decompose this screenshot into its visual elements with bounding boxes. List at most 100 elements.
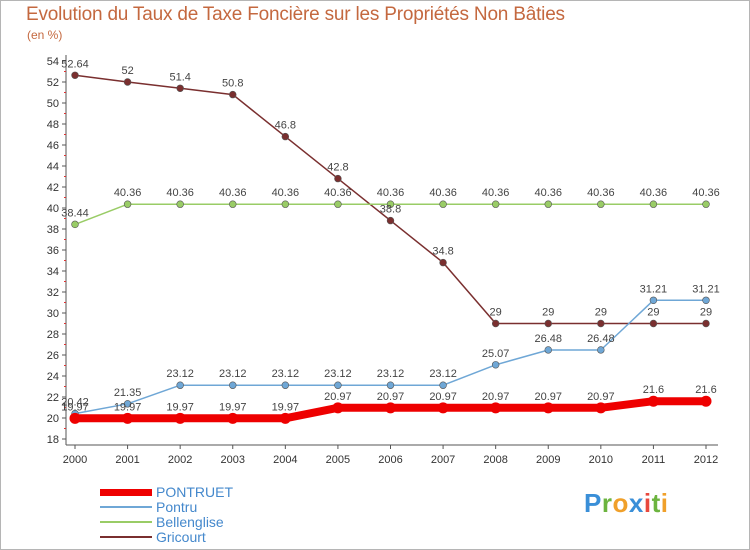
- data-point: [386, 216, 395, 225]
- data-point: [595, 402, 607, 414]
- x-tick-label: 2011: [642, 454, 666, 466]
- y-tick-label: 24: [47, 371, 59, 383]
- logo-letter: o: [612, 488, 629, 518]
- y-tick-label: 50: [47, 98, 59, 110]
- data-label: 40.36: [272, 187, 300, 199]
- y-tick-label: 52: [47, 77, 59, 89]
- legend-label: Pontru: [156, 499, 198, 515]
- data-point: [542, 402, 554, 414]
- data-point: [491, 200, 500, 208]
- legend-swatch: [100, 521, 152, 523]
- data-point: [544, 319, 552, 328]
- data-point: [439, 258, 447, 267]
- data-label: 38.44: [61, 207, 89, 219]
- data-point: [281, 200, 290, 208]
- data-label: 29: [647, 307, 659, 319]
- data-label: 25.07: [482, 348, 510, 360]
- data-point: [332, 402, 344, 414]
- y-tick-label: 40: [47, 203, 59, 215]
- chart-title: Evolution du Taux de Taxe Foncière sur l…: [26, 4, 565, 25]
- logo-letter: x: [628, 488, 644, 518]
- data-point: [437, 402, 449, 414]
- unit-label: (en %): [27, 28, 63, 42]
- y-tick-label: 22: [47, 392, 59, 404]
- data-point: [229, 200, 237, 208]
- y-tick-label: 34: [47, 266, 59, 278]
- data-point: [123, 400, 132, 408]
- data-label: 20.97: [429, 391, 457, 403]
- y-tick-label: 20: [47, 413, 59, 425]
- y-tick-label: 28: [47, 329, 59, 341]
- data-label: 20.42: [61, 397, 89, 409]
- data-label: 40.36: [429, 187, 457, 199]
- data-label: 23.12: [219, 368, 247, 380]
- data-label: 29: [490, 307, 502, 319]
- data-label: 40.36: [534, 187, 562, 199]
- data-label: 38.8: [380, 204, 401, 216]
- legend-swatch: [100, 488, 152, 496]
- x-tick-label: 2000: [63, 454, 87, 466]
- x-tick-label: 2009: [536, 454, 560, 466]
- data-label: 40.36: [482, 187, 510, 199]
- data-point: [439, 381, 447, 389]
- data-point: [649, 319, 658, 328]
- data-point: [69, 412, 81, 424]
- x-tick-label: 2010: [589, 454, 613, 466]
- data-point: [544, 200, 552, 208]
- logo-letter: P: [584, 488, 602, 518]
- data-label: 21.6: [695, 384, 716, 396]
- data-label: 40.36: [587, 187, 615, 199]
- x-tick-label: 2006: [378, 454, 402, 466]
- legend-label: Gricourt: [156, 529, 206, 545]
- data-point: [702, 319, 710, 328]
- y-tick-label: 36: [47, 245, 59, 257]
- data-point: [176, 200, 184, 208]
- data-label: 19.97: [272, 401, 300, 413]
- data-point: [229, 90, 237, 99]
- data-point: [700, 395, 712, 407]
- x-tick-label: 2002: [168, 454, 192, 466]
- data-point: [649, 200, 658, 208]
- data-point: [176, 84, 184, 93]
- data-label: 31.21: [692, 283, 720, 295]
- y-tick-label: 42: [47, 182, 59, 194]
- data-point: [176, 381, 184, 389]
- data-label: 40.36: [377, 187, 405, 199]
- data-point: [123, 78, 132, 86]
- data-point: [597, 200, 605, 208]
- x-tick-label: 2008: [483, 454, 507, 466]
- data-point: [702, 296, 710, 304]
- y-tick-label: 18: [47, 434, 59, 446]
- data-label: 29: [700, 307, 712, 319]
- data-label: 19.97: [114, 401, 142, 413]
- y-tick-label: 48: [47, 119, 59, 131]
- data-label: 40.36: [692, 187, 720, 199]
- x-tick-label: 2001: [115, 454, 139, 466]
- data-label: 40.36: [324, 187, 352, 199]
- data-label: 34.8: [432, 246, 453, 258]
- data-point: [281, 381, 290, 389]
- data-label: 52.64: [61, 58, 89, 70]
- data-point: [227, 412, 239, 424]
- y-tick-label: 38: [47, 224, 59, 236]
- data-point: [702, 200, 710, 208]
- data-label: 52: [121, 65, 133, 77]
- data-point: [490, 402, 502, 414]
- data-label: 20.97: [482, 391, 510, 403]
- y-tick-label: 30: [47, 308, 59, 320]
- data-label: 42.8: [327, 162, 348, 174]
- proxiti-logo: Proxiti: [584, 488, 668, 519]
- data-label: 31.21: [640, 283, 668, 295]
- data-label: 19.97: [219, 401, 247, 413]
- data-point: [491, 319, 500, 328]
- data-point: [544, 346, 552, 354]
- data-label: 29: [595, 307, 607, 319]
- data-point: [649, 296, 658, 304]
- data-label: 23.12: [324, 368, 352, 380]
- data-point: [647, 395, 659, 407]
- y-tick-label: 32: [47, 287, 59, 299]
- data-point: [174, 412, 186, 424]
- data-label: 40.36: [219, 187, 247, 199]
